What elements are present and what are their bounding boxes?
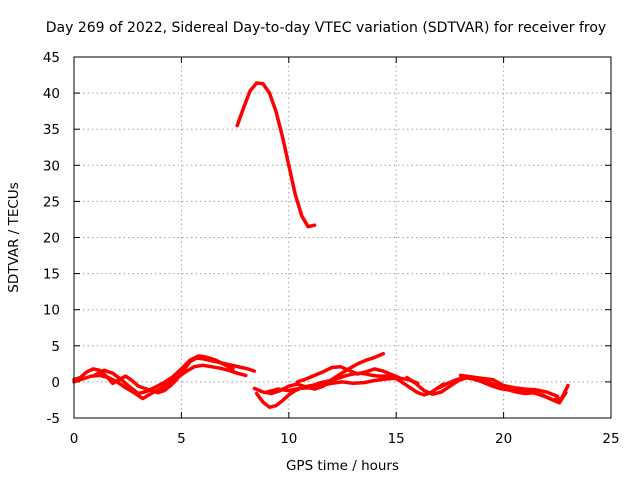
data-series [72,81,570,409]
y-tick-label: 5 [51,339,60,355]
y-tick-label: 40 [43,86,60,102]
y-tick-label: 20 [43,231,60,247]
axis-ticks: 0 5 10 15 20 25 -5 0 5 10 15 20 25 30 35 40 45 [43,50,620,447]
chart-title: Day 269 of 2022, Sidereal Day-to-day VTE… [46,20,606,36]
series-line-3 [72,363,248,401]
series-line-7 [295,364,420,386]
series-line-10 [437,375,568,405]
y-tick-label: 35 [43,122,60,138]
series-line-8 [265,376,398,394]
plot-frame [73,56,612,419]
y-tick-label: 45 [43,50,60,66]
x-tick-label: 0 [70,431,79,447]
y-tick-label: 0 [51,375,60,391]
y-tick-label: 15 [43,267,60,283]
x-tick-label: 5 [177,431,186,447]
grid [74,57,611,418]
x-tick-label: 10 [280,431,297,447]
y-tick-label: 30 [43,158,60,174]
x-axis-label: GPS time / hours [286,458,399,474]
series-line-5 [254,371,446,409]
series-line-4 [93,354,235,396]
y-tick-label: -5 [47,411,60,427]
y-tick-label: 10 [43,303,60,319]
series-line-11 [458,373,560,399]
series-line-1 [235,81,317,229]
y-tick-label: 25 [43,194,60,210]
y-axis-label: SDTVAR / TECUs [6,182,22,292]
x-tick-label: 15 [388,431,405,447]
x-tick-label: 20 [495,431,512,447]
x-tick-label: 25 [602,431,619,447]
